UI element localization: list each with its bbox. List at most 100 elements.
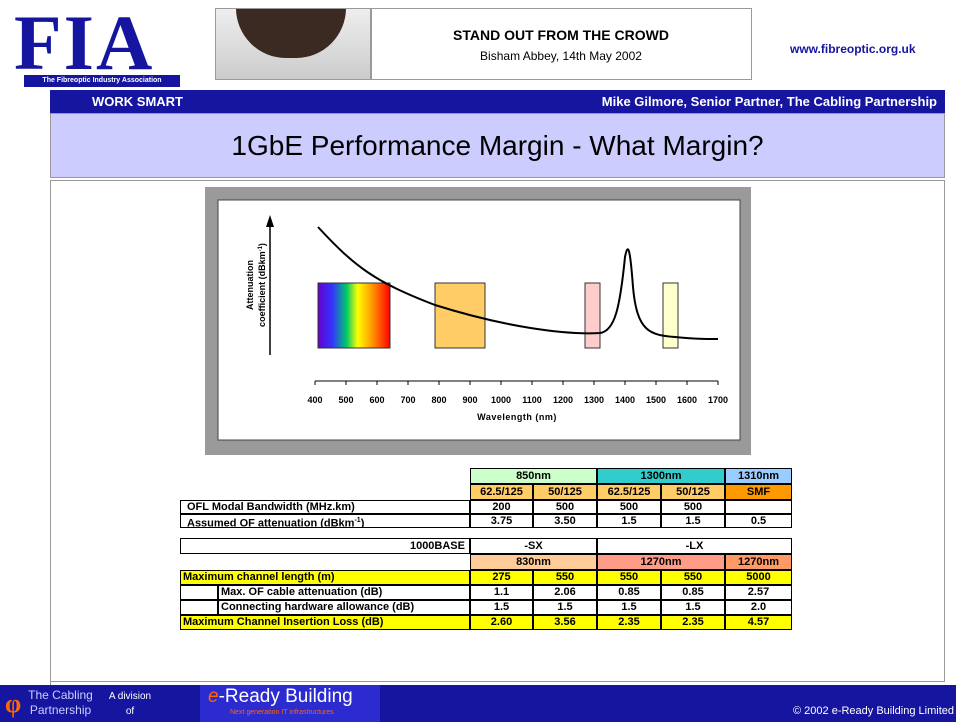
cell: 550 — [597, 570, 661, 585]
col-header: 62.5/125 — [597, 484, 661, 500]
indent — [180, 585, 218, 600]
x-tick-label: 400 — [307, 395, 322, 405]
copyright: © 2002 e-Ready Building Limited — [793, 705, 954, 717]
y-label: Attenuation — [245, 260, 255, 310]
cell: 0.85 — [597, 585, 661, 600]
section-bar: WORK SMART Mike Gilmore, Senior Partner,… — [50, 90, 945, 113]
col-group-header: 1310nm — [725, 468, 792, 484]
photo — [215, 8, 372, 80]
row-label: Maximum channel length (m) — [180, 570, 470, 585]
erb-box: e-Ready Building Next generation IT infr… — [200, 685, 380, 722]
erb-sub: Next generation IT infrastructures — [230, 709, 334, 716]
cell — [725, 500, 792, 514]
cp1: The Cabling — [28, 688, 93, 702]
y-label-2c: ) — [257, 243, 267, 246]
col-group-header: -LX — [597, 538, 792, 554]
x-tick-label: 1500 — [646, 395, 666, 405]
row-label: Max. OF cable attenuation (dB) — [218, 585, 470, 600]
y-arrow — [266, 215, 274, 227]
row-label: Connecting hardware allowance (dB) — [218, 600, 470, 615]
footer-logo: φ — [5, 689, 22, 718]
cell: 3.75 — [470, 514, 533, 528]
x-tick-label: 1200 — [553, 395, 573, 405]
cell: 3.50 — [533, 514, 597, 528]
cell: 1.5 — [661, 600, 725, 615]
margin — [0, 180, 51, 685]
cell: 2.57 — [725, 585, 792, 600]
figure: Attenuation coefficient (dBkm-1) Wavelen… — [205, 187, 751, 455]
y-label-2a: coefficient (dBkm — [257, 251, 267, 327]
cell: 2.35 — [661, 615, 725, 630]
cell: 200 — [470, 500, 533, 514]
col-header: 50/125 — [533, 484, 597, 500]
col-header: 830nm — [470, 554, 597, 570]
event-sub: Bisham Abbey, 14th May 2002 — [480, 49, 642, 63]
cell: 0.5 — [725, 514, 792, 528]
div1: A division — [108, 691, 152, 702]
cell: 3.56 — [533, 615, 597, 630]
cell: 4.57 — [725, 615, 792, 630]
band-850 — [434, 282, 486, 349]
cell: 500 — [533, 500, 597, 514]
col-header: 1270nm — [725, 554, 792, 570]
x-tick-label: 600 — [369, 395, 384, 405]
cell: 275 — [470, 570, 533, 585]
x-tick-label: 1400 — [615, 395, 635, 405]
x-tick-label: 900 — [462, 395, 477, 405]
cell: 5000 — [725, 570, 792, 585]
row-header: 1000BASE — [180, 538, 470, 554]
col-group-header: 850nm — [470, 468, 597, 484]
x-tick-label: 800 — [431, 395, 446, 405]
cell: 550 — [661, 570, 725, 585]
x-tick-label: 500 — [338, 395, 353, 405]
x-tick-label: 1100 — [522, 395, 542, 405]
title: 1GbE Performance Margin - What Margin? — [50, 113, 945, 178]
cell: 1.5 — [597, 514, 661, 528]
col-group-header: -SX — [470, 538, 597, 554]
cell: 500 — [597, 500, 661, 514]
erb: -Ready Building — [218, 686, 353, 707]
cell: 500 — [661, 500, 725, 514]
erb-e: e — [208, 686, 219, 707]
div2: of — [125, 706, 135, 717]
x-label: Wavelength (nm) — [477, 412, 557, 422]
cell: 2.35 — [597, 615, 661, 630]
x-tick-label: 1000 — [491, 395, 511, 405]
y-label-2: coefficient (dBkm-1) — [257, 243, 267, 327]
row-label: OFL Modal Bandwidth (MHz.km) — [180, 500, 470, 514]
logo: FIA — [14, 0, 155, 86]
bar-right: Mike Gilmore, Senior Partner, The Cablin… — [601, 94, 937, 109]
bar-left: WORK SMART — [92, 94, 183, 109]
x-tick-label: 1300 — [584, 395, 604, 405]
attenuation-curve — [317, 226, 719, 340]
y-label-2-sup: -1 — [258, 245, 264, 251]
col-header: 62.5/125 — [470, 484, 533, 500]
cabling-partnership: The Cabling Partnership — [28, 688, 93, 718]
band-1300 — [584, 282, 601, 349]
event: STAND OUT FROM THE CROWD — [453, 27, 669, 43]
cell: 550 — [533, 570, 597, 585]
cell: 1.5 — [597, 600, 661, 615]
cell: 0.85 — [661, 585, 725, 600]
cell: 1.5 — [533, 600, 597, 615]
cp2: Partnership — [29, 703, 92, 717]
cell: 2.0 — [725, 600, 792, 615]
cell: 1.1 — [470, 585, 533, 600]
band-1550 — [662, 282, 679, 349]
col-header: SMF — [725, 484, 792, 500]
indent — [180, 600, 218, 615]
x-tick-label: 700 — [400, 395, 415, 405]
x-tick-label: 1600 — [677, 395, 697, 405]
row-label: Maximum Channel Insertion Loss (dB) — [180, 615, 470, 630]
row-label: Assumed OF attenuation (dBkm-1) — [180, 514, 470, 528]
x-tick-label: 1700 — [708, 395, 728, 405]
division: A division of — [100, 689, 160, 719]
logo-sub: The Fibreoptic Industry Association — [24, 75, 180, 87]
cell: 1.5 — [470, 600, 533, 615]
cell: 2.06 — [533, 585, 597, 600]
cell: 2.60 — [470, 615, 533, 630]
col-group-header: 1300nm — [597, 468, 725, 484]
footer: φ The Cabling Partnership A division of e-… — [0, 685, 956, 722]
band-visible — [317, 282, 391, 349]
